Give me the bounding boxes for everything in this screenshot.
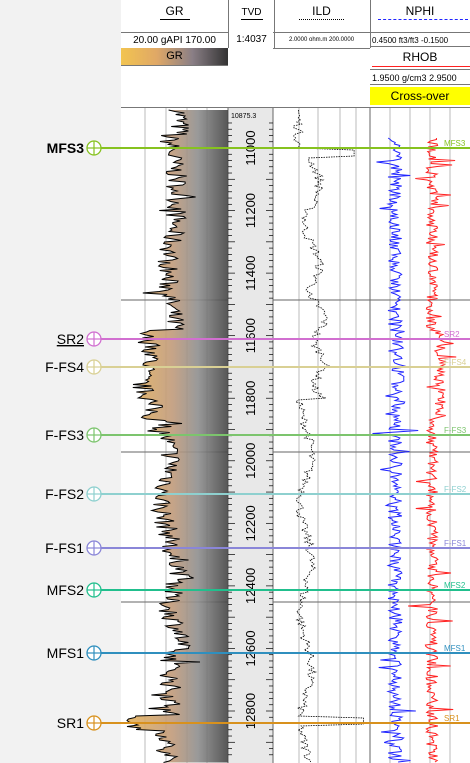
nphi-scale-unit: ft3/ft3 [398, 36, 419, 45]
marker-mfs1[interactable]: MFS1 MFS1 [47, 644, 470, 661]
ild-title: ILD [312, 4, 331, 18]
nphi-rhob-header: NPHI 0.4500 ft3/ft3 -0.1500 RHOB 1.9500 … [370, 0, 470, 107]
tvd-header: TVD 1:4037 [228, 0, 275, 48]
ild-scale-right: 200.0000 [329, 37, 355, 43]
marker-label[interactable]: F-FS4 [45, 359, 84, 375]
nphi-curve [372, 137, 419, 763]
rhob-scale-left: 1.9500 [372, 73, 400, 83]
nphi-rhob-curve-group [372, 137, 457, 763]
tvd-depth-label: 12800 [243, 693, 258, 729]
marker-track-label: SR1 [444, 714, 460, 723]
marker-mfs3[interactable]: MFS3 MFS3 [47, 139, 470, 156]
marker-label[interactable]: MFS2 [47, 582, 85, 598]
marker-label[interactable]: F-FS3 [45, 427, 84, 443]
marker-track-label: MFS1 [444, 644, 466, 653]
crossover-legend: Cross-over [370, 87, 470, 105]
ild-title-underline [299, 19, 344, 20]
marker-track-label: F-FS1 [444, 539, 467, 548]
tvd-title-underline [241, 19, 263, 20]
gr-scale-left: 20.00 [133, 35, 159, 46]
crossover-label: Cross-over [390, 89, 450, 103]
rhob-scale-unit: g/cm3 [402, 73, 427, 83]
marker-sr1[interactable]: SR1 SR1 [57, 714, 470, 731]
tvd-depth-label: 12600 [243, 630, 258, 666]
nphi-scale-right: -0.1500 [420, 36, 449, 45]
marker-f-fs4[interactable]: F-FS4 F-FS4 [45, 358, 470, 375]
marker-track-label: MFS3 [444, 139, 466, 148]
track-header: GR 20.00 gAPI 170.00 GR TVD 1:4037 ILD 2… [121, 0, 470, 108]
marker-track-label: F-FS2 [444, 485, 467, 494]
rhob-scale-right: 2.9500 [429, 73, 457, 83]
tvd-depth-label: 12200 [243, 505, 258, 541]
marker-label[interactable]: SR1 [57, 715, 84, 731]
rhob-scale: 1.9500 g/cm3 2.9500 [370, 69, 470, 85]
ild-header: ILD 2.0000 ohm.m 200.0000 [273, 0, 371, 49]
marker-label[interactable]: F-FS2 [45, 486, 84, 502]
rhob-title-underline [372, 66, 470, 67]
marker-track-label: F-FS4 [444, 358, 467, 367]
marker-f-fs2[interactable]: F-FS2 F-FS2 [45, 485, 470, 502]
tvd-depth-label: 11600 [243, 318, 258, 353]
nphi-title-underline [378, 19, 468, 20]
gr-fill [127, 110, 228, 763]
marker-label[interactable]: MFS3 [47, 140, 85, 156]
gr-title-underline [160, 19, 190, 20]
rhob-curve [408, 137, 457, 763]
tvd-depth-label: 11800 [243, 381, 258, 416]
tvd-depth-label: 12000 [243, 443, 258, 479]
gr-fill-label: GR [166, 50, 183, 62]
gr-fill-legend: GR [121, 48, 228, 66]
nphi-scale-left: 0.4500 [372, 36, 397, 45]
gr-scale-unit: gAPI [160, 35, 183, 46]
tvd-scale: 1:4037 [236, 34, 267, 45]
gr-title: GR [165, 4, 184, 18]
marker-label[interactable]: F-FS1 [45, 540, 84, 556]
tvd-top-depth-label: 10875.3 [231, 113, 256, 120]
marker-label[interactable]: SR2 [57, 331, 84, 347]
marker-mfs2[interactable]: MFS2 MFS2 [47, 581, 470, 598]
ild-scale-left: 2.0000 [288, 37, 308, 43]
gr-scale-right: 170.00 [185, 35, 216, 46]
marker-track-label: MFS2 [444, 581, 466, 590]
marker-panel [0, 0, 122, 763]
rhob-title: RHOB [402, 50, 438, 64]
ild-scale-unit: ohm.m [308, 37, 328, 43]
tvd-depth-label: 11200 [243, 193, 258, 228]
marker-label[interactable]: MFS1 [47, 645, 85, 661]
marker-sr2[interactable]: SR2 SR2 [57, 330, 470, 347]
tvd-title: TVD [241, 7, 262, 18]
nphi-title: NPHI [405, 4, 435, 18]
marker-f-fs1[interactable]: F-FS1 F-FS1 [45, 539, 470, 556]
ild-scale: 2.0000 ohm.m 200.0000 [273, 32, 370, 49]
nphi-scale: 0.4500 ft3/ft3 -0.1500 [370, 32, 470, 47]
marker-track-label: SR2 [444, 330, 460, 339]
tvd-depth-label: 11400 [243, 256, 258, 291]
marker-track-label: F-FS3 [444, 426, 467, 435]
marker-f-fs3[interactable]: F-FS3 F-FS3 [45, 426, 470, 443]
tvd-depth-label: 12400 [243, 568, 258, 604]
